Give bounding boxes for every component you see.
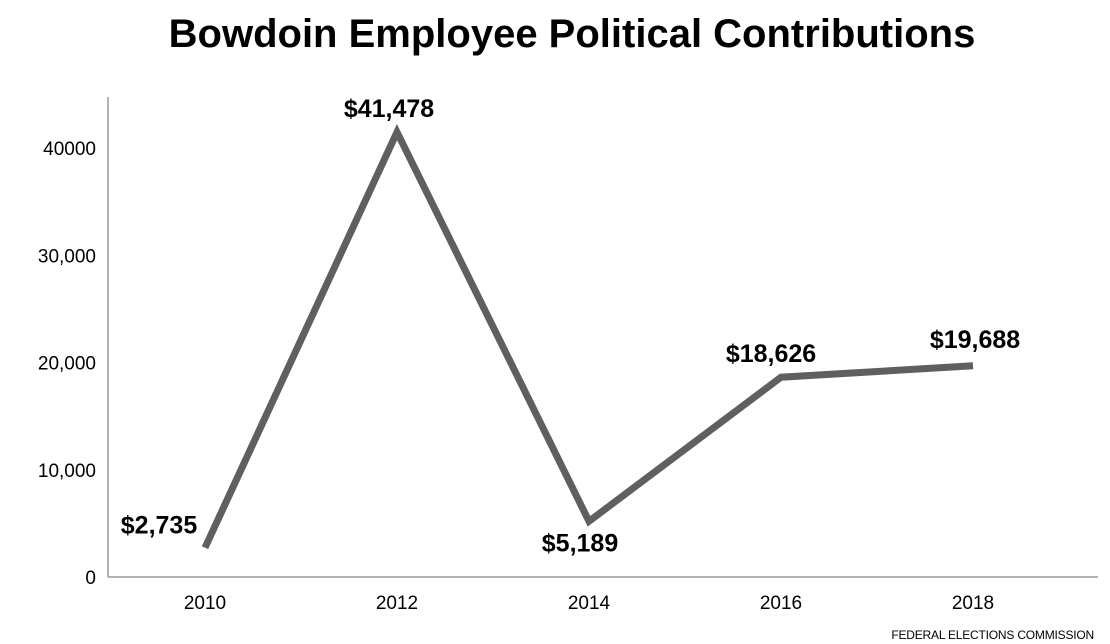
x-tick-labels: 2010 2012 2014 2016 2018 xyxy=(184,593,994,614)
data-label: $2,735 xyxy=(121,512,198,540)
x-tick-label: 2014 xyxy=(568,593,611,614)
data-label: $19,688 xyxy=(930,326,1020,354)
series-line xyxy=(201,123,974,550)
data-label: $18,626 xyxy=(726,340,816,368)
source-note: FEDERAL ELECTIONS COMMISSION xyxy=(891,628,1094,642)
chart-title: Bowdoin Employee Political Contributions xyxy=(169,12,976,56)
data-labels: $2,735 $41,478 $5,189 $18,626 $19,688 xyxy=(121,95,1021,557)
x-tick-label: 2010 xyxy=(184,593,226,614)
x-tick-label: 2012 xyxy=(376,593,418,614)
x-tick-label: 2018 xyxy=(952,593,994,614)
y-tick-label: 0 xyxy=(85,568,96,589)
y-tick-label: 10,000 xyxy=(38,461,96,482)
x-tick-label: 2016 xyxy=(760,593,802,614)
y-tick-label: 20,000 xyxy=(38,354,96,375)
data-label: $5,189 xyxy=(542,529,618,557)
y-tick-label: 40000 xyxy=(43,139,96,160)
y-tick-label: 30,000 xyxy=(38,246,96,267)
data-label: $41,478 xyxy=(344,95,434,123)
y-tick-labels: 0 10,000 20,000 30,000 40000 xyxy=(38,139,96,589)
